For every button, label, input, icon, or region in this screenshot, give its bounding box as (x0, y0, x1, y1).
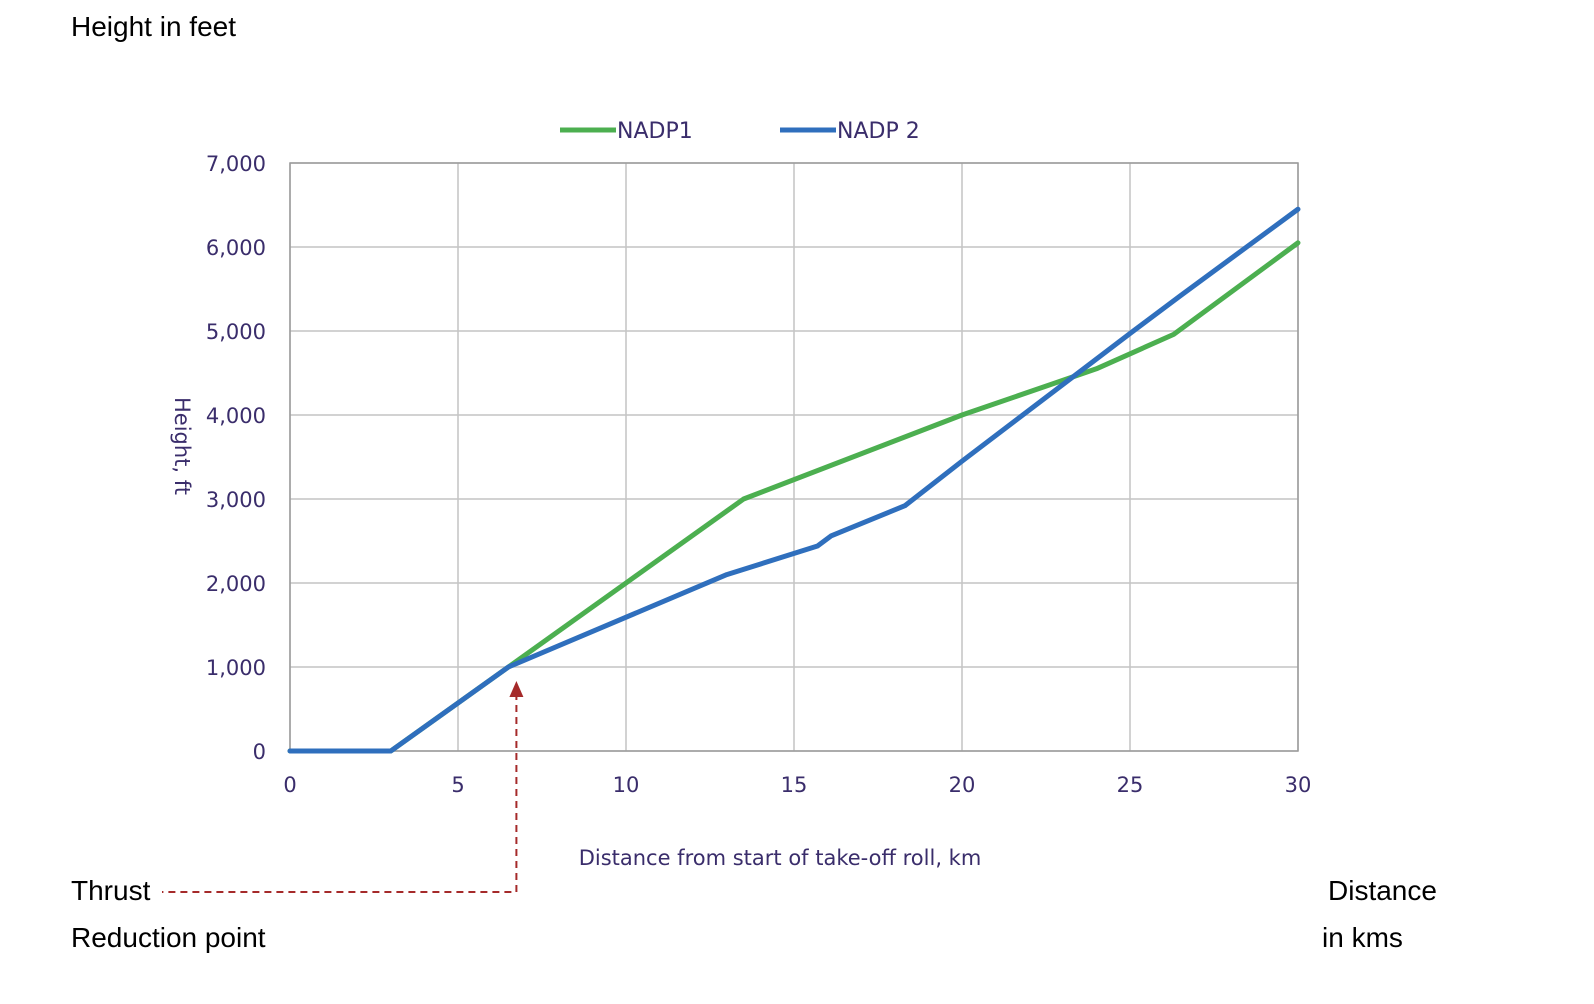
y-tick-label: 0 (253, 740, 266, 764)
y-tick-label: 6,000 (206, 236, 266, 260)
series-lines (287, 206, 1301, 754)
legend: NADP1 NADP 2 (560, 119, 920, 144)
y-tick-label: 5,000 (206, 320, 266, 344)
plot-frame (289, 162, 1299, 752)
legend-label: NADP1 (617, 119, 693, 144)
distance-label: Distance (1328, 875, 1437, 906)
thrust-reduction-marker (162, 681, 524, 893)
y-tick-label: 7,000 (206, 152, 266, 176)
x-tick-label: 15 (781, 773, 808, 797)
x-tick-label: 25 (1117, 773, 1144, 797)
in-kms-label: in kms (1322, 922, 1403, 953)
y-tick-label: 4,000 (206, 404, 266, 428)
x-tick-label: 30 (1285, 773, 1312, 797)
thrust-label: Thrust (71, 875, 151, 906)
x-tick-label: 10 (613, 773, 640, 797)
x-tick-label: 20 (949, 773, 976, 797)
y-axis-title: Height, ft (170, 397, 194, 495)
thrust-reduction-dashed-line (162, 693, 518, 893)
x-axis-title: Distance from start of take-off roll, km (579, 846, 982, 870)
axes: 0 5 10 15 20 25 30 0 1,000 2,000 3,000 4,000 5,000 6,… (206, 152, 1311, 797)
legend-label: NADP 2 (837, 119, 920, 144)
reduction-point-label: Reduction point (71, 922, 266, 953)
grid (289, 162, 1299, 752)
height-in-feet-title: Height in feet (71, 11, 236, 42)
y-tick-label: 2,000 (206, 572, 266, 596)
thrust-reduction-arrowhead (509, 681, 524, 697)
y-tick-label: 3,000 (206, 488, 266, 512)
y-tick-label: 1,000 (206, 656, 266, 680)
series-line (287, 206, 1301, 754)
x-tick-label: 5 (451, 773, 464, 797)
x-tick-label: 0 (283, 773, 296, 797)
